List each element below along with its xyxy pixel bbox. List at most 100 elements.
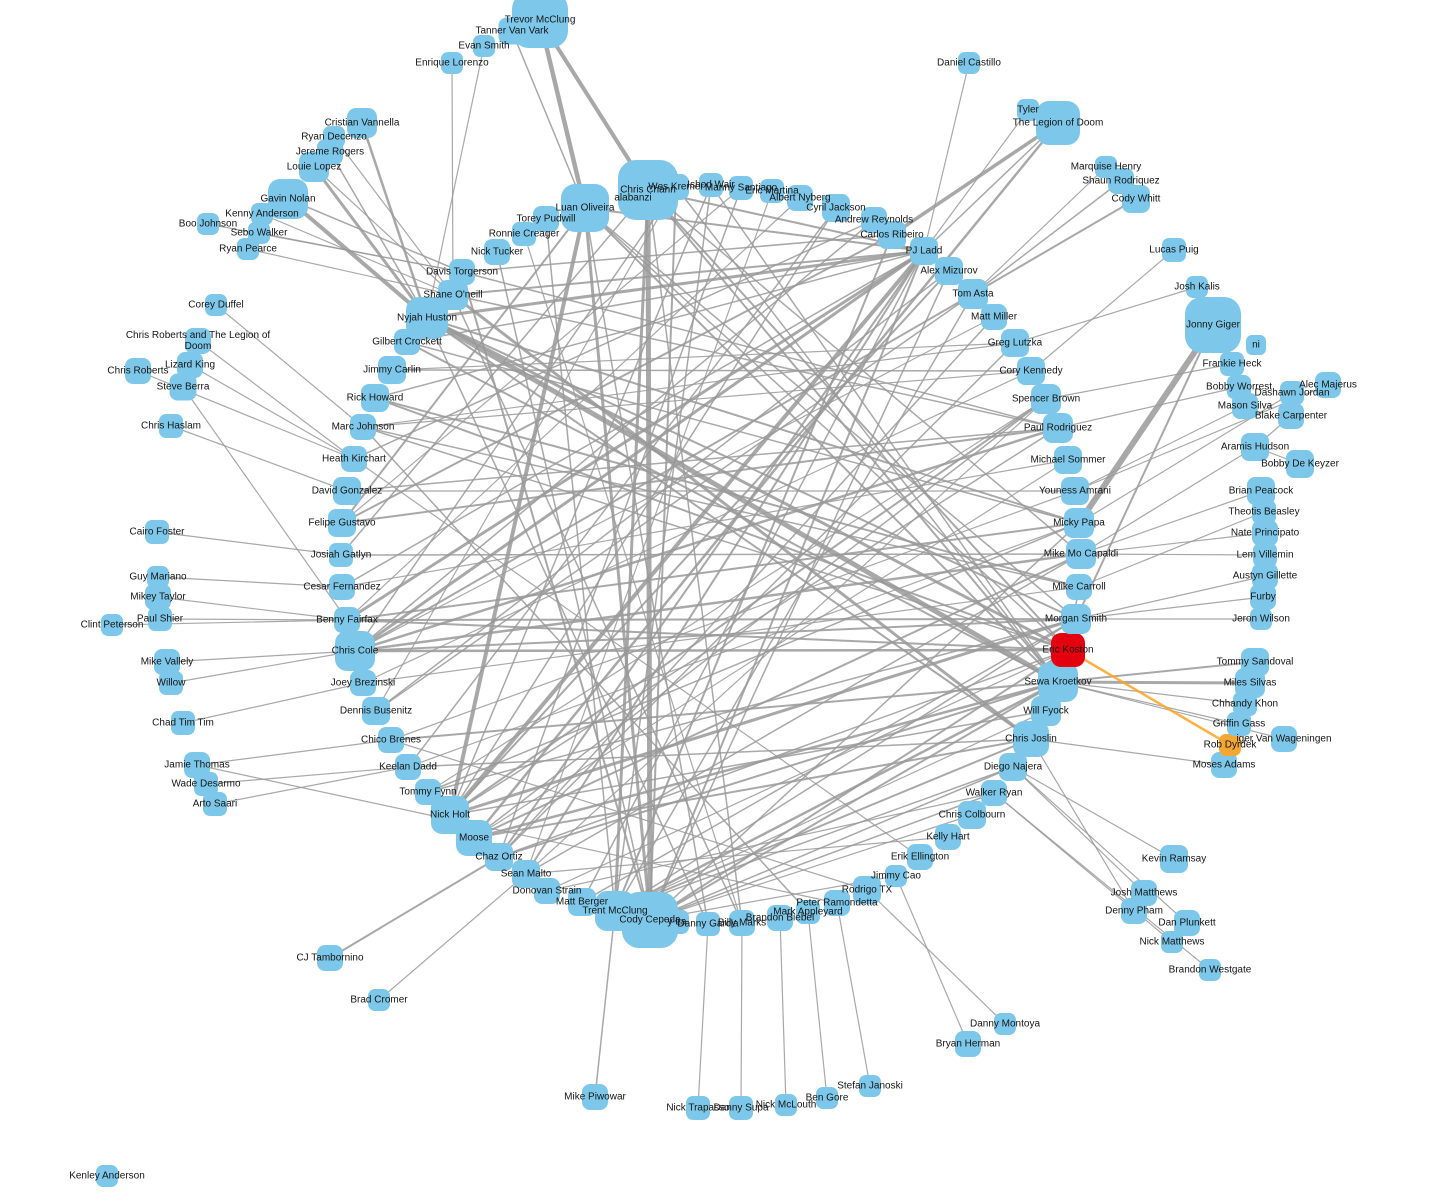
- node-louie-lopez[interactable]: [299, 152, 329, 182]
- node-mike-piwowar[interactable]: [582, 1084, 608, 1110]
- node-moses-adams[interactable]: [1211, 752, 1237, 778]
- node-bryan-herman[interactable]: [955, 1031, 981, 1057]
- node-bobby-de-keyzer[interactable]: [1286, 450, 1314, 478]
- node-daniel-castillo[interactable]: [958, 52, 980, 74]
- node-clint-peterson[interactable]: [101, 614, 123, 636]
- node-keelan-dadd[interactable]: [395, 754, 421, 780]
- node-joey-brezinski[interactable]: [350, 670, 376, 696]
- node-boo-johnson[interactable]: [197, 213, 219, 235]
- node-chico-brenes[interactable]: [378, 727, 404, 753]
- node-nick-trapasso[interactable]: [686, 1096, 710, 1120]
- node-nick-tucker[interactable]: [484, 239, 510, 265]
- node-brian-peacock[interactable]: [1247, 477, 1275, 505]
- node-kenny-anderson[interactable]: [251, 203, 273, 225]
- node-chris-roberts[interactable]: [125, 358, 151, 384]
- node-jonny-giger[interactable]: [1185, 297, 1241, 353]
- node-luan-oliveira[interactable]: [561, 184, 609, 232]
- node-matt-berger[interactable]: [568, 888, 596, 916]
- node-paul-rodriguez[interactable]: [1043, 413, 1073, 443]
- node-alec-majerus[interactable]: [1315, 372, 1341, 398]
- node-josh-matthews[interactable]: [1131, 880, 1157, 906]
- node-peter-ramondetta[interactable]: [824, 890, 850, 916]
- node-kelly-hart[interactable]: [935, 824, 961, 850]
- node-austyn-gillette[interactable]: [1252, 563, 1278, 589]
- node-tommy-sandoval[interactable]: [1241, 648, 1269, 676]
- node-corey-duffel[interactable]: [205, 294, 227, 316]
- node-donovan-strain[interactable]: [534, 878, 560, 904]
- node-lucas-puig[interactable]: [1162, 238, 1186, 262]
- node-enrique-lorenzo[interactable]: [441, 52, 463, 74]
- node-danny-supa[interactable]: [729, 1096, 753, 1120]
- node-brad-cromer[interactable]: [368, 989, 390, 1011]
- node-michael-sommer[interactable]: [1054, 446, 1082, 474]
- node-ishod-wair[interactable]: [699, 173, 723, 197]
- node-tyler[interactable]: [1017, 99, 1039, 121]
- node-lem-villemin[interactable]: [1253, 543, 1277, 567]
- node-mike-carroll[interactable]: [1066, 574, 1092, 600]
- node-davis-torgerson[interactable]: [449, 259, 475, 285]
- node-spencer-brown[interactable]: [1031, 384, 1061, 414]
- node-kenley-anderson[interactable]: [96, 1165, 118, 1187]
- node-andrew-reynolds[interactable]: [861, 207, 887, 233]
- node-brandon-westgate[interactable]: [1199, 959, 1221, 981]
- node-alabanzi[interactable]: [621, 186, 645, 210]
- node-kevin-ramsay[interactable]: [1160, 845, 1188, 873]
- node-david-gonzalez[interactable]: [333, 477, 361, 505]
- node-jeron-wilson[interactable]: [1250, 608, 1272, 630]
- node-y-la[interactable]: [665, 910, 689, 934]
- node-ni[interactable]: [1246, 335, 1266, 355]
- node-danny-montoya[interactable]: [994, 1013, 1016, 1035]
- node-ronnie-creager[interactable]: [512, 222, 536, 246]
- node-rodrigo-tx[interactable]: [853, 876, 881, 904]
- node-walker-ryan[interactable]: [981, 780, 1007, 806]
- node-nick-mclouth[interactable]: [775, 1094, 797, 1116]
- node-chris-colbourn[interactable]: [958, 801, 986, 829]
- node-marquise-henry[interactable]: [1095, 156, 1117, 178]
- node-mark-appleyard[interactable]: [796, 900, 820, 924]
- node-cristian-vannella[interactable]: [347, 108, 377, 138]
- node-dennis-busenitz[interactable]: [362, 697, 390, 725]
- node-pj-ladd[interactable]: [910, 237, 938, 265]
- node-heath-kirchart[interactable]: [341, 446, 367, 472]
- node-bobby-worrest[interactable]: [1227, 375, 1251, 399]
- node-albert-nyberg[interactable]: [787, 185, 813, 211]
- node-manny-santiago[interactable]: [729, 176, 753, 200]
- node-josh-kalis[interactable]: [1186, 276, 1208, 298]
- node-marc-johnson[interactable]: [350, 414, 376, 440]
- node-cesar-fernandez[interactable]: [329, 574, 355, 600]
- node-jimmy-cao[interactable]: [885, 865, 907, 887]
- node-greg-lutzka[interactable]: [1001, 329, 1029, 357]
- node-dan-plunkett[interactable]: [1174, 910, 1200, 936]
- node-eric-koston[interactable]: [1051, 633, 1085, 667]
- node-chris-haslam[interactable]: [159, 414, 183, 438]
- node-stefan-janoski[interactable]: [859, 1075, 881, 1097]
- node-nate-principato[interactable]: [1252, 520, 1278, 546]
- node-erik-ellington[interactable]: [907, 844, 933, 870]
- node-ryan-pearce[interactable]: [237, 238, 259, 260]
- node-matt-miller[interactable]: [981, 304, 1007, 330]
- node-tom-asta[interactable]: [958, 279, 988, 309]
- node-frankie-heck[interactable]: [1220, 352, 1244, 376]
- node-blake-carpenter[interactable]: [1278, 403, 1304, 429]
- node-mikey-taylor[interactable]: [145, 584, 171, 610]
- node-josiah-gatlyn[interactable]: [329, 543, 353, 567]
- node-nick-matthews[interactable]: [1161, 931, 1183, 953]
- node-van-wageningen[interactable]: [1271, 726, 1297, 752]
- node-brandon-biebel[interactable]: [767, 905, 793, 931]
- node-torey-pudwill[interactable]: [533, 206, 559, 232]
- node-evan-smith[interactable]: [473, 35, 495, 57]
- node-guy-mariano[interactable]: [147, 566, 169, 588]
- node-arto-saari[interactable]: [203, 792, 227, 816]
- node-eric-martina[interactable]: [760, 179, 784, 203]
- node-griffin-gass[interactable]: [1227, 712, 1251, 736]
- node-aramis-hudson[interactable]: [1241, 433, 1269, 461]
- node-alex-mizurov[interactable]: [935, 257, 963, 285]
- node-ben-gore[interactable]: [816, 1087, 838, 1109]
- node-sewa-kroetkov[interactable]: [1038, 662, 1078, 702]
- node-cyril-jackson[interactable]: [822, 194, 850, 222]
- node-diego-najera[interactable]: [999, 753, 1027, 781]
- node-cory-kennedy[interactable]: [1017, 357, 1045, 385]
- node-steve-berra[interactable]: [169, 373, 197, 401]
- node-micky-papa[interactable]: [1064, 508, 1094, 538]
- node-youness[interactable]: [1061, 477, 1089, 505]
